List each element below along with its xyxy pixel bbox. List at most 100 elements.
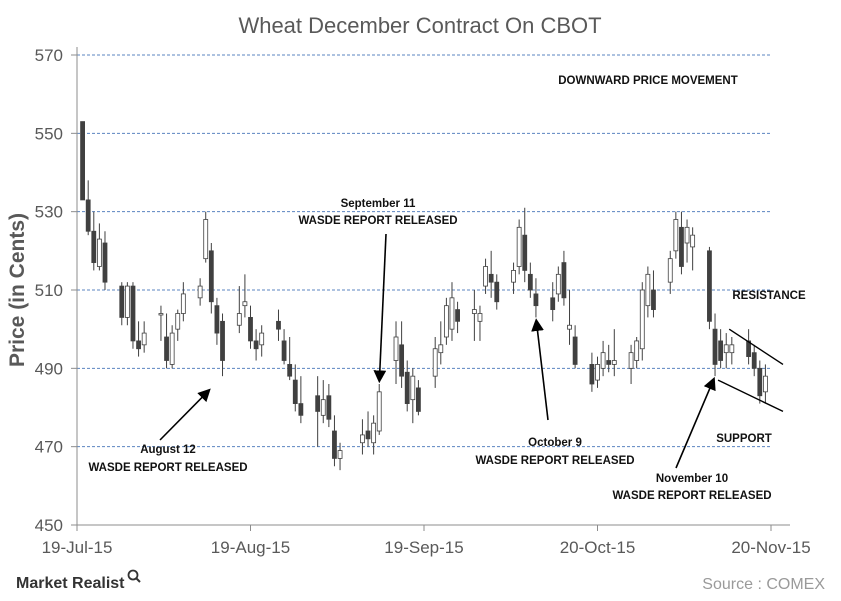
annotation-august-12: August 12 WASDE REPORT RELEASED [88,444,247,474]
candle-body [667,258,673,283]
candle-body [124,285,130,318]
candle [416,380,421,416]
brand-logo: Market Realist [16,569,141,592]
annotation-arrow [531,318,549,421]
candle [236,286,242,334]
candle-body [360,434,365,444]
candle-body [443,305,449,338]
annotation-arrow [159,388,211,441]
annotation-text: WASDE REPORT RELEASED [298,215,457,227]
candle-body [416,387,421,412]
candle [399,321,405,388]
candle [572,325,578,369]
annotation-text: RESISTANCE [732,290,806,302]
candle [763,364,768,404]
candle [130,282,136,349]
candle-body [723,344,729,354]
annotation-downward-price-movement: DOWNWARD PRICE MOVEMENT [558,75,738,87]
candle-body [337,450,343,459]
candle-body [130,285,136,342]
y-axis-label: Price (in Cents) [6,213,29,367]
candle [124,282,130,326]
brand-name: Market Realist [16,575,125,592]
candle [751,344,757,377]
candle [718,329,724,369]
candle-body [471,309,477,314]
candle [611,329,617,377]
candle-body [707,250,712,322]
candle [634,337,640,369]
candle-body [180,293,186,314]
x-axis-ticks: 19-Jul-15 19-Aug-15 19-Sep-15 20-Oct-15 20-N… [42,525,811,557]
candle-body [292,379,298,404]
candle [360,419,365,455]
candle [471,290,477,341]
candle [203,211,209,263]
candle [522,207,528,283]
y-axis-ticks: 450 470 490 510 530 550 570 [35,46,77,535]
candle-body [136,340,141,350]
candle-body [276,320,281,330]
support-trendline [717,379,784,413]
chart-title: Wheat December Contract On CBOT [238,13,601,38]
candle-body [488,273,494,283]
candle-body [287,364,293,377]
candle-body [567,324,572,330]
candle [651,270,656,318]
candle [488,250,494,298]
candle [757,360,763,404]
candle-body [690,234,696,248]
candle [533,278,539,318]
candle-body [606,360,612,365]
candle [527,262,533,298]
candle [477,305,483,341]
candle-body [611,360,617,365]
candle [175,309,181,341]
candle [169,325,175,369]
candle-body [527,273,533,291]
candle-body [729,344,735,354]
x-tick-label: 19-Sep-15 [384,538,463,557]
candle-body [96,238,102,267]
candle-body [320,399,326,416]
candle [276,309,281,341]
candle-body [203,219,209,260]
candle-body [645,273,651,307]
candle-body [628,352,634,369]
annotation-text: SUPPORT [716,433,772,445]
candle [197,278,203,306]
candle-body [522,234,528,271]
candle [595,356,600,388]
candle [376,384,382,435]
candle [96,223,102,271]
candle-body [332,430,337,459]
candle-body [511,270,516,283]
candle-body [197,285,203,299]
candle [707,246,712,330]
candle-body [751,352,757,369]
candle-body [684,226,690,244]
candle-body [365,430,371,440]
candle [281,329,287,365]
candle [214,297,220,345]
candle [639,282,645,361]
candle-body [757,367,763,397]
candle [371,415,377,455]
annotation-text: November 10 [656,473,728,485]
candle [208,243,214,314]
candle-body [376,391,382,432]
candle [287,337,293,381]
x-tick-label: 20-Oct-15 [560,538,636,557]
candle [253,329,259,361]
y-tick-label: 450 [35,516,63,535]
candle [91,211,97,271]
candle-body [253,340,259,350]
candle [746,329,752,365]
candle [561,250,567,306]
candle-body [175,313,181,330]
candle-body [673,219,679,252]
y-tick-label: 490 [35,359,63,378]
candle-body [746,340,752,357]
candle [455,301,460,334]
candle [410,368,416,424]
